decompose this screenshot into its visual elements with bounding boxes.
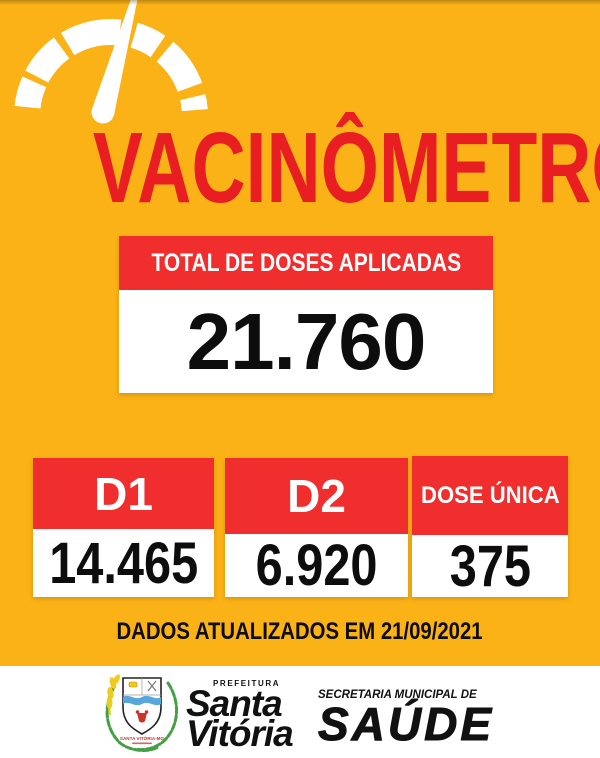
- total-doses-label: TOTAL DE DOSES APLICADAS: [151, 248, 461, 277]
- updated-date-text: DADOS ATUALIZADOS EM 21/09/2021: [116, 618, 484, 645]
- footer: SANTA VITÓRIA-MG PREFEITURA Santa Vitóri…: [0, 666, 600, 758]
- page-title: VACINÔMETRO: [0, 118, 600, 218]
- city-name-line1: Santa: [186, 682, 283, 724]
- secretariat-wordmark: SECRETARIA MUNICIPAL DE SAÚDE: [317, 689, 495, 750]
- dose-d1-number: 14.465: [48, 530, 199, 596]
- dose-unica-header: DOSE ÚNICA: [412, 456, 568, 535]
- dose-unica-value: 375: [412, 533, 568, 599]
- dose-d2-card: D2 6.920: [225, 458, 408, 598]
- dose-unica-label: DOSE ÚNICA: [420, 481, 560, 509]
- secretariat-name: SAÚDE: [317, 697, 495, 750]
- prefecture-wordmark: PREFEITURA Santa Vitória: [186, 679, 294, 754]
- coat-of-arms-icon: SANTA VITÓRIA-MG: [105, 674, 179, 752]
- city-name-line2: Vitória: [186, 712, 294, 754]
- crest-caption: SANTA VITÓRIA-MG: [120, 734, 165, 741]
- total-doses-header: TOTAL DE DOSES APLICADAS: [119, 236, 493, 290]
- prefeitura-label: PREFEITURA: [213, 679, 281, 688]
- page-title-text: VACINÔMETRO: [92, 112, 600, 224]
- dose-unica-number: 375: [449, 533, 531, 599]
- total-doses-value: 21.760: [119, 290, 493, 393]
- dose-d1-value: 14.465: [33, 529, 214, 597]
- secretariat-label: SECRETARIA MUNICIPAL DE: [318, 689, 477, 701]
- dose-d2-value: 6.920: [225, 533, 408, 598]
- total-doses-card: TOTAL DE DOSES APLICADAS 21.760: [119, 236, 493, 393]
- dose-unica-card: DOSE ÚNICA 375: [412, 456, 568, 599]
- dose-d2-number: 6.920: [255, 533, 378, 598]
- dose-d1-header: D1: [33, 458, 214, 529]
- dose-d2-header: D2: [225, 458, 408, 534]
- updated-date-line: DADOS ATUALIZADOS EM 21/09/2021: [0, 618, 600, 646]
- speedometer-gauge-icon: [14, 0, 208, 124]
- dose-d1-card: D1 14.465: [33, 458, 214, 597]
